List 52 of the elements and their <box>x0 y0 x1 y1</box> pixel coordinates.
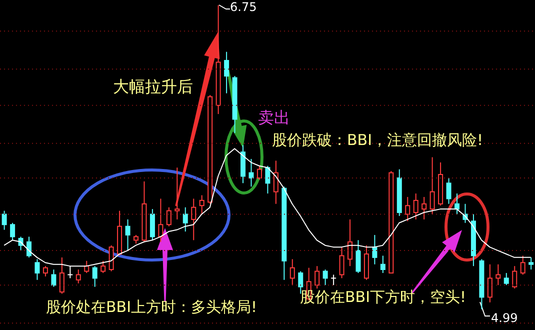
candlestick <box>84 260 90 274</box>
candlestick <box>487 264 492 303</box>
candlestick <box>199 194 204 215</box>
candlestick <box>430 156 435 215</box>
annotation: 大幅拉升后 <box>113 77 193 97</box>
candlestick <box>34 258 40 280</box>
annotation: 股价跌破：BBI，注意回撤风险! <box>272 130 484 150</box>
candlestick <box>150 208 155 241</box>
candlestick <box>356 240 361 274</box>
candlestick <box>256 165 262 180</box>
candlestick <box>422 196 427 220</box>
candlestick <box>125 218 130 252</box>
candlestick <box>92 266 98 288</box>
annotation: 卖出 <box>258 108 290 128</box>
candlestick <box>348 218 353 267</box>
candlestick <box>224 51 230 94</box>
annotation: 股价处在BBI上方时：多头格局! <box>46 297 258 317</box>
candlestick <box>413 193 418 220</box>
candlestick <box>405 196 410 222</box>
candlestick <box>265 165 270 194</box>
candlestick <box>51 269 56 288</box>
candlestick <box>528 256 534 270</box>
candlestick <box>330 274 337 286</box>
candlestick <box>273 160 278 204</box>
candlestick <box>496 264 501 286</box>
candlestick <box>512 266 518 290</box>
candlestick <box>380 255 386 274</box>
candlestick <box>42 266 48 277</box>
candlestick <box>10 222 16 241</box>
candlestick <box>314 266 320 290</box>
candlestick <box>166 206 172 227</box>
annotation: 4.99 <box>491 310 518 327</box>
candlestick <box>182 206 188 232</box>
candlestick <box>520 255 526 276</box>
annotation: 股价在BBI下方时，空头! <box>300 287 466 307</box>
candlestick <box>372 234 378 265</box>
candlestick <box>2 210 7 230</box>
candlestick <box>322 269 328 286</box>
candlestick <box>290 258 295 286</box>
candlestick <box>158 198 164 242</box>
candlestick <box>248 158 254 188</box>
candlestick <box>174 167 180 220</box>
candlestick <box>446 177 452 204</box>
candlestick <box>339 246 344 279</box>
candlestick <box>454 193 460 215</box>
candlestick <box>191 198 196 241</box>
candlestick <box>108 244 114 272</box>
candlestick <box>504 272 509 286</box>
candlestick <box>100 260 106 274</box>
candlestick <box>76 269 81 284</box>
candlestick <box>59 256 64 294</box>
annotation: 6.75 <box>230 0 257 16</box>
